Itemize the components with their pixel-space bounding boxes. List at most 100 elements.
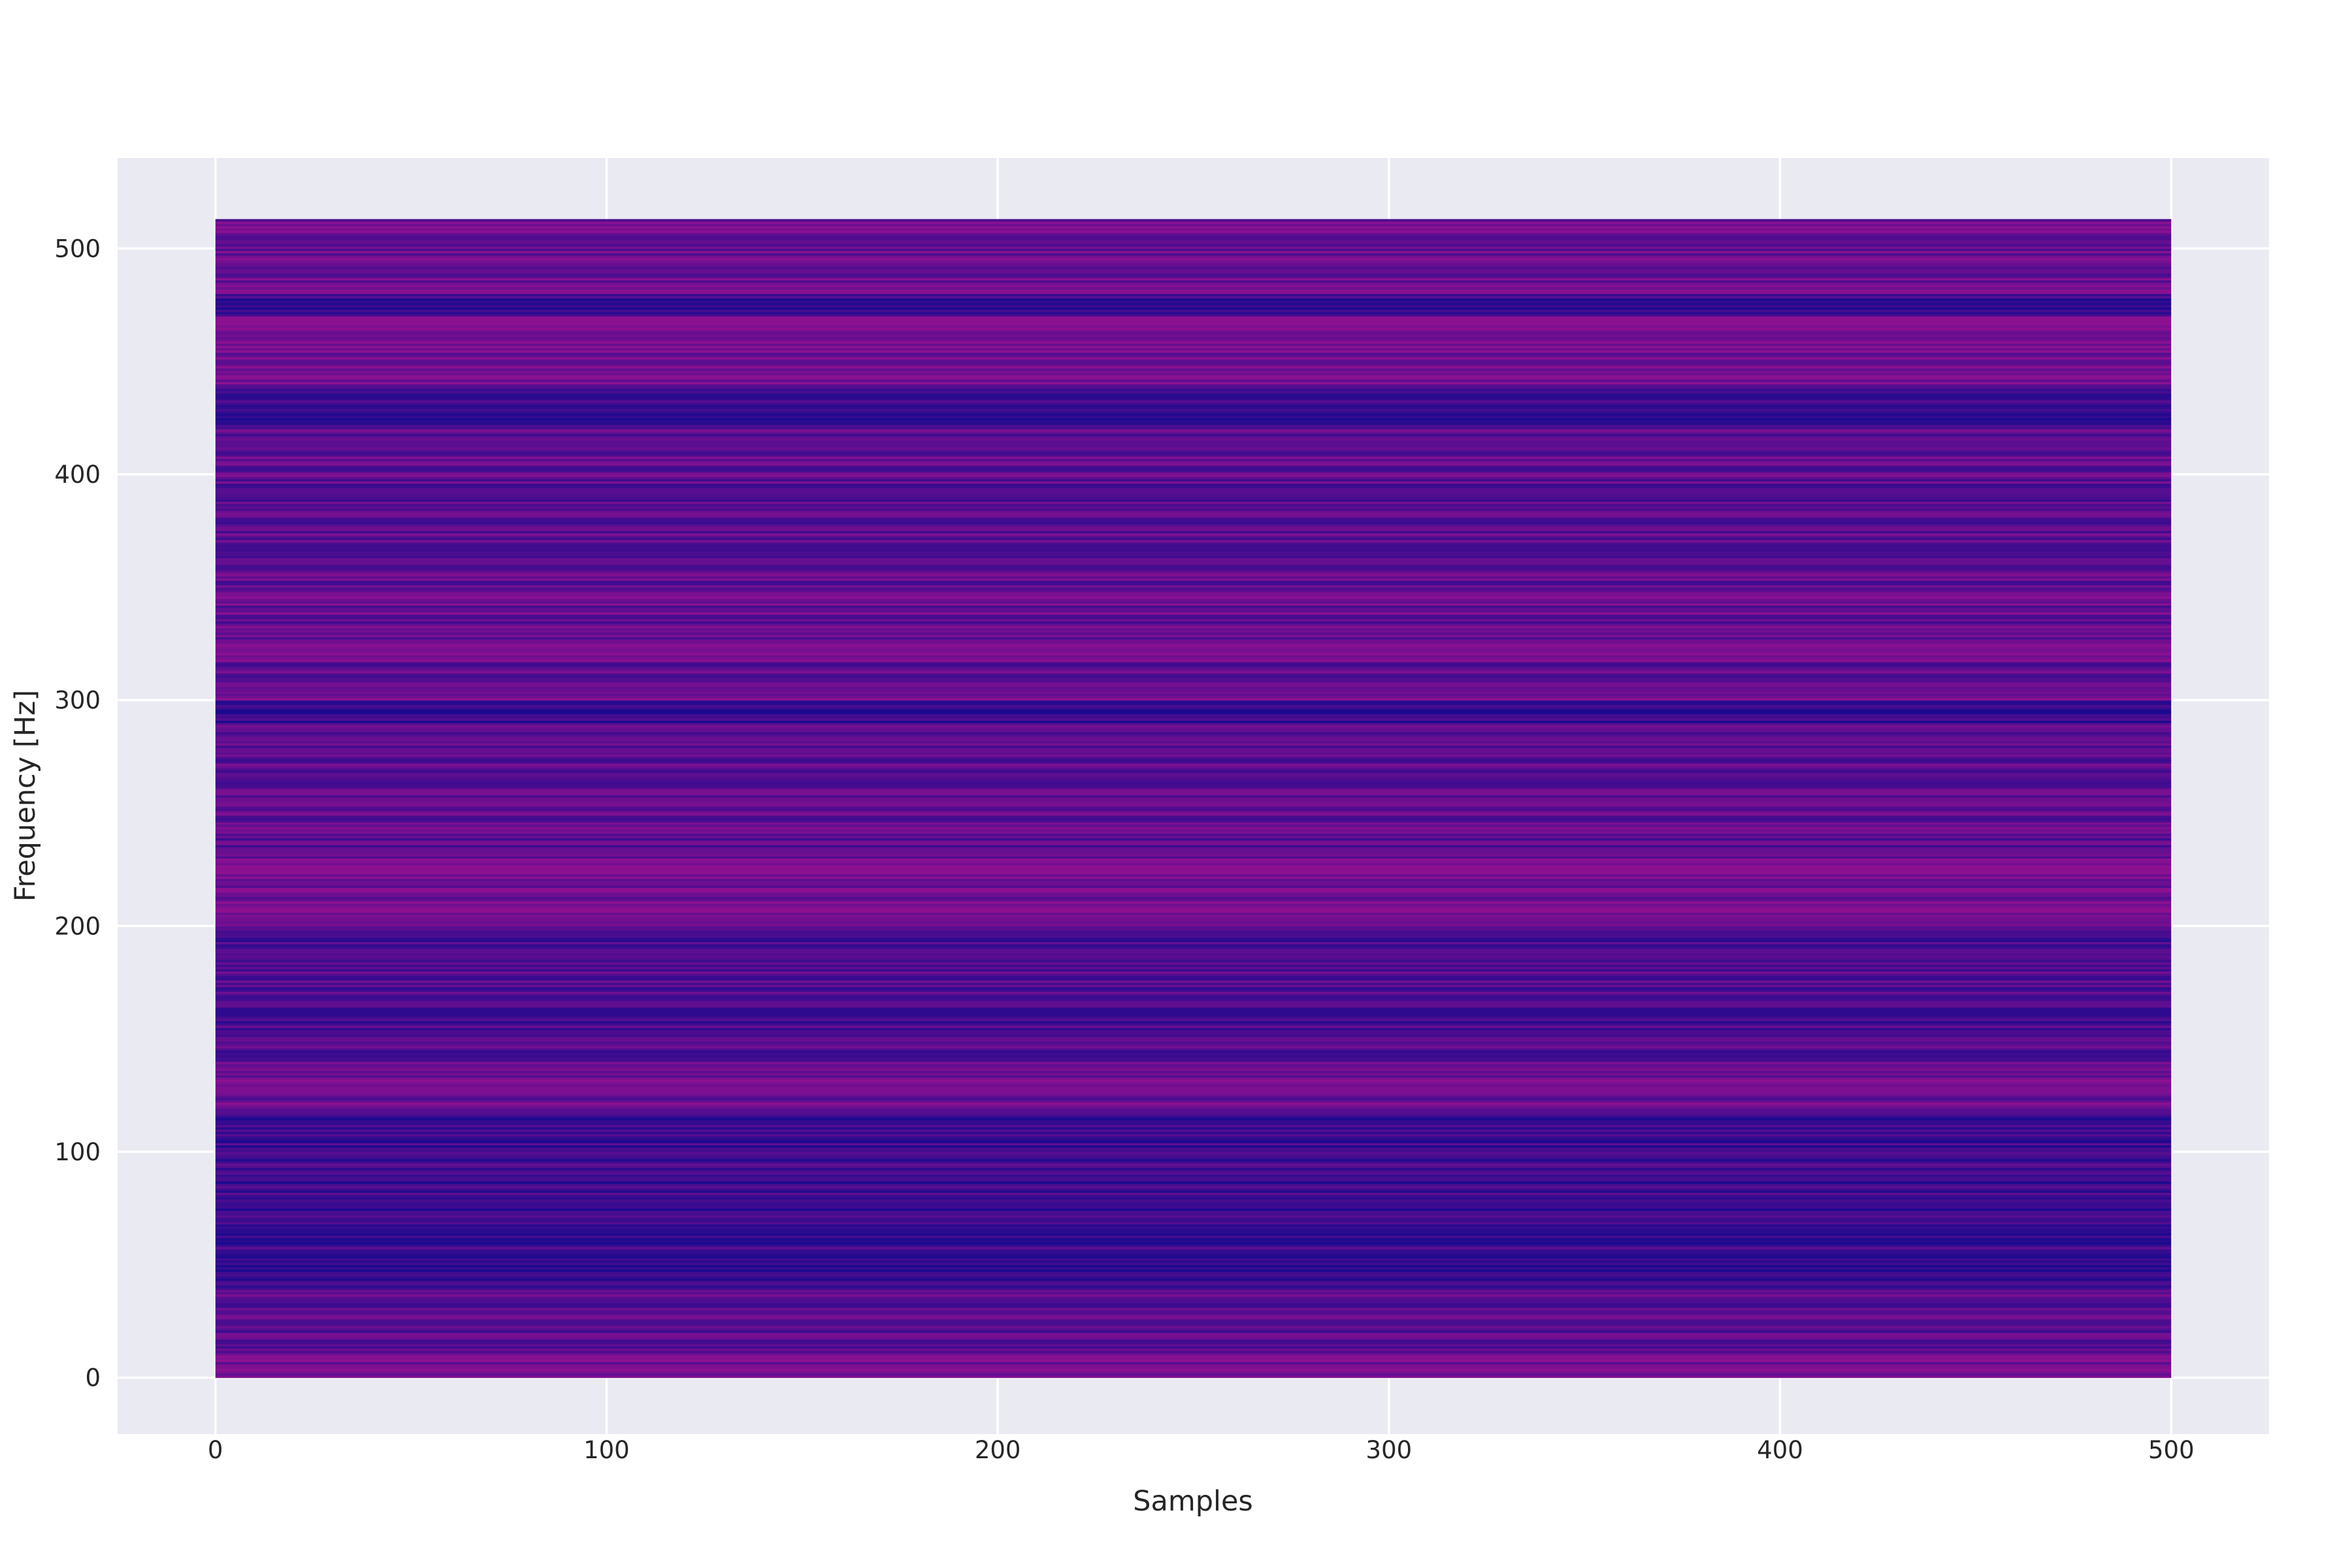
heatmap-row bbox=[215, 1269, 2172, 1272]
heatmap-row bbox=[215, 1346, 2172, 1349]
heatmap-row bbox=[215, 384, 2172, 387]
heatmap-row bbox=[215, 433, 2172, 436]
heatmap-row bbox=[215, 512, 2172, 515]
heatmap-row bbox=[215, 1318, 2172, 1322]
heatmap-row bbox=[215, 1106, 2172, 1109]
heatmap-row bbox=[215, 1264, 2172, 1267]
heatmap-row bbox=[215, 587, 2172, 590]
heatmap-row bbox=[215, 914, 2172, 918]
heatmap-row bbox=[215, 935, 2172, 938]
heatmap-row bbox=[215, 1201, 2172, 1205]
heatmap-row bbox=[215, 1070, 2172, 1073]
heatmap-row bbox=[215, 980, 2172, 983]
heatmap-row bbox=[215, 291, 2172, 294]
heatmap-row bbox=[215, 1273, 2172, 1277]
heatmap-row bbox=[215, 964, 2172, 968]
heatmap-row bbox=[215, 973, 2172, 976]
heatmap-row bbox=[215, 275, 2172, 278]
heatmap-row bbox=[215, 431, 2172, 434]
heatmap-row bbox=[215, 404, 2172, 407]
heatmap-row bbox=[215, 555, 2172, 559]
x-axis-ticks: 0 100 200 300 400 500 bbox=[208, 1436, 2195, 1464]
heatmap-row bbox=[215, 397, 2172, 400]
y-tick-label: 100 bbox=[54, 1138, 101, 1166]
heatmap-row bbox=[215, 515, 2172, 518]
heatmap-row bbox=[215, 1079, 2172, 1083]
heatmap-row bbox=[215, 1373, 2172, 1376]
heatmap-row bbox=[215, 399, 2172, 402]
heatmap-row bbox=[215, 314, 2172, 317]
heatmap-row bbox=[215, 813, 2172, 816]
heatmap-row bbox=[215, 788, 2172, 791]
heatmap-row bbox=[215, 1095, 2172, 1098]
heatmap-row bbox=[215, 551, 2172, 554]
heatmap-row bbox=[215, 1301, 2172, 1304]
heatmap-row bbox=[215, 1075, 2172, 1078]
heatmap-row bbox=[215, 282, 2172, 286]
heatmap-row bbox=[215, 684, 2172, 687]
heatmap-row bbox=[215, 989, 2172, 992]
heatmap-row bbox=[215, 1359, 2172, 1362]
heatmap-row bbox=[215, 557, 2172, 561]
heatmap-row bbox=[215, 957, 2172, 960]
heatmap-row bbox=[215, 1323, 2172, 1326]
heatmap-row bbox=[215, 982, 2172, 985]
heatmap-row bbox=[215, 1179, 2172, 1182]
heatmap-row bbox=[215, 799, 2172, 802]
heatmap-row bbox=[215, 298, 2172, 301]
heatmap-row bbox=[215, 673, 2172, 676]
heatmap-row bbox=[215, 639, 2172, 642]
heatmap-row bbox=[215, 474, 2172, 477]
heatmap-row bbox=[215, 589, 2172, 593]
heatmap-row bbox=[215, 336, 2172, 340]
heatmap-row bbox=[215, 808, 2172, 811]
heatmap-row bbox=[215, 1251, 2172, 1254]
heatmap-row bbox=[215, 650, 2172, 653]
heatmap-row bbox=[215, 391, 2172, 394]
heatmap-row bbox=[215, 1185, 2172, 1188]
heatmap-row bbox=[215, 1296, 2172, 1299]
heatmap-row bbox=[215, 1312, 2172, 1315]
heatmap-row bbox=[215, 849, 2172, 852]
heatmap-row bbox=[215, 1129, 2172, 1132]
heatmap-row bbox=[215, 1032, 2172, 1035]
heatmap-row bbox=[215, 1041, 2172, 1044]
heatmap-row bbox=[215, 1307, 2172, 1311]
heatmap-row bbox=[215, 257, 2172, 261]
heatmap-row bbox=[215, 576, 2172, 579]
heatmap-row bbox=[215, 578, 2172, 581]
heatmap-row bbox=[215, 1131, 2172, 1134]
heatmap-row bbox=[215, 284, 2172, 287]
heatmap-row bbox=[215, 709, 2172, 712]
heatmap-row bbox=[215, 872, 2172, 875]
heatmap-row bbox=[215, 1052, 2172, 1055]
y-axis-label: Frequency [Hz] bbox=[9, 690, 42, 902]
heatmap-row bbox=[215, 1022, 2172, 1026]
heatmap-row bbox=[215, 627, 2172, 631]
heatmap-row bbox=[215, 851, 2172, 855]
heatmap-row bbox=[215, 616, 2172, 619]
heatmap-row bbox=[215, 408, 2172, 412]
heatmap-row bbox=[215, 745, 2172, 748]
heatmap-row bbox=[215, 614, 2172, 617]
heatmap-row bbox=[215, 476, 2172, 480]
heatmap-row bbox=[215, 370, 2172, 373]
heatmap-row bbox=[215, 453, 2172, 457]
heatmap-row bbox=[215, 804, 2172, 807]
heatmap-row bbox=[215, 1135, 2172, 1139]
heatmap-row bbox=[215, 689, 2172, 692]
heatmap-row bbox=[215, 725, 2172, 728]
heatmap-row bbox=[215, 968, 2172, 972]
heatmap-row bbox=[215, 1030, 2172, 1033]
heatmap-row bbox=[215, 546, 2172, 549]
heatmap-row bbox=[215, 1199, 2172, 1202]
heatmap-row bbox=[215, 1226, 2172, 1230]
heatmap-row bbox=[215, 467, 2172, 470]
heatmap-row bbox=[215, 657, 2172, 660]
heatmap-row bbox=[215, 1213, 2172, 1216]
heatmap-row bbox=[215, 461, 2172, 464]
heatmap-row bbox=[215, 1239, 2172, 1243]
heatmap-row bbox=[215, 1158, 2172, 1162]
heatmap-row bbox=[215, 1355, 2172, 1358]
heatmap-row bbox=[215, 862, 2172, 866]
